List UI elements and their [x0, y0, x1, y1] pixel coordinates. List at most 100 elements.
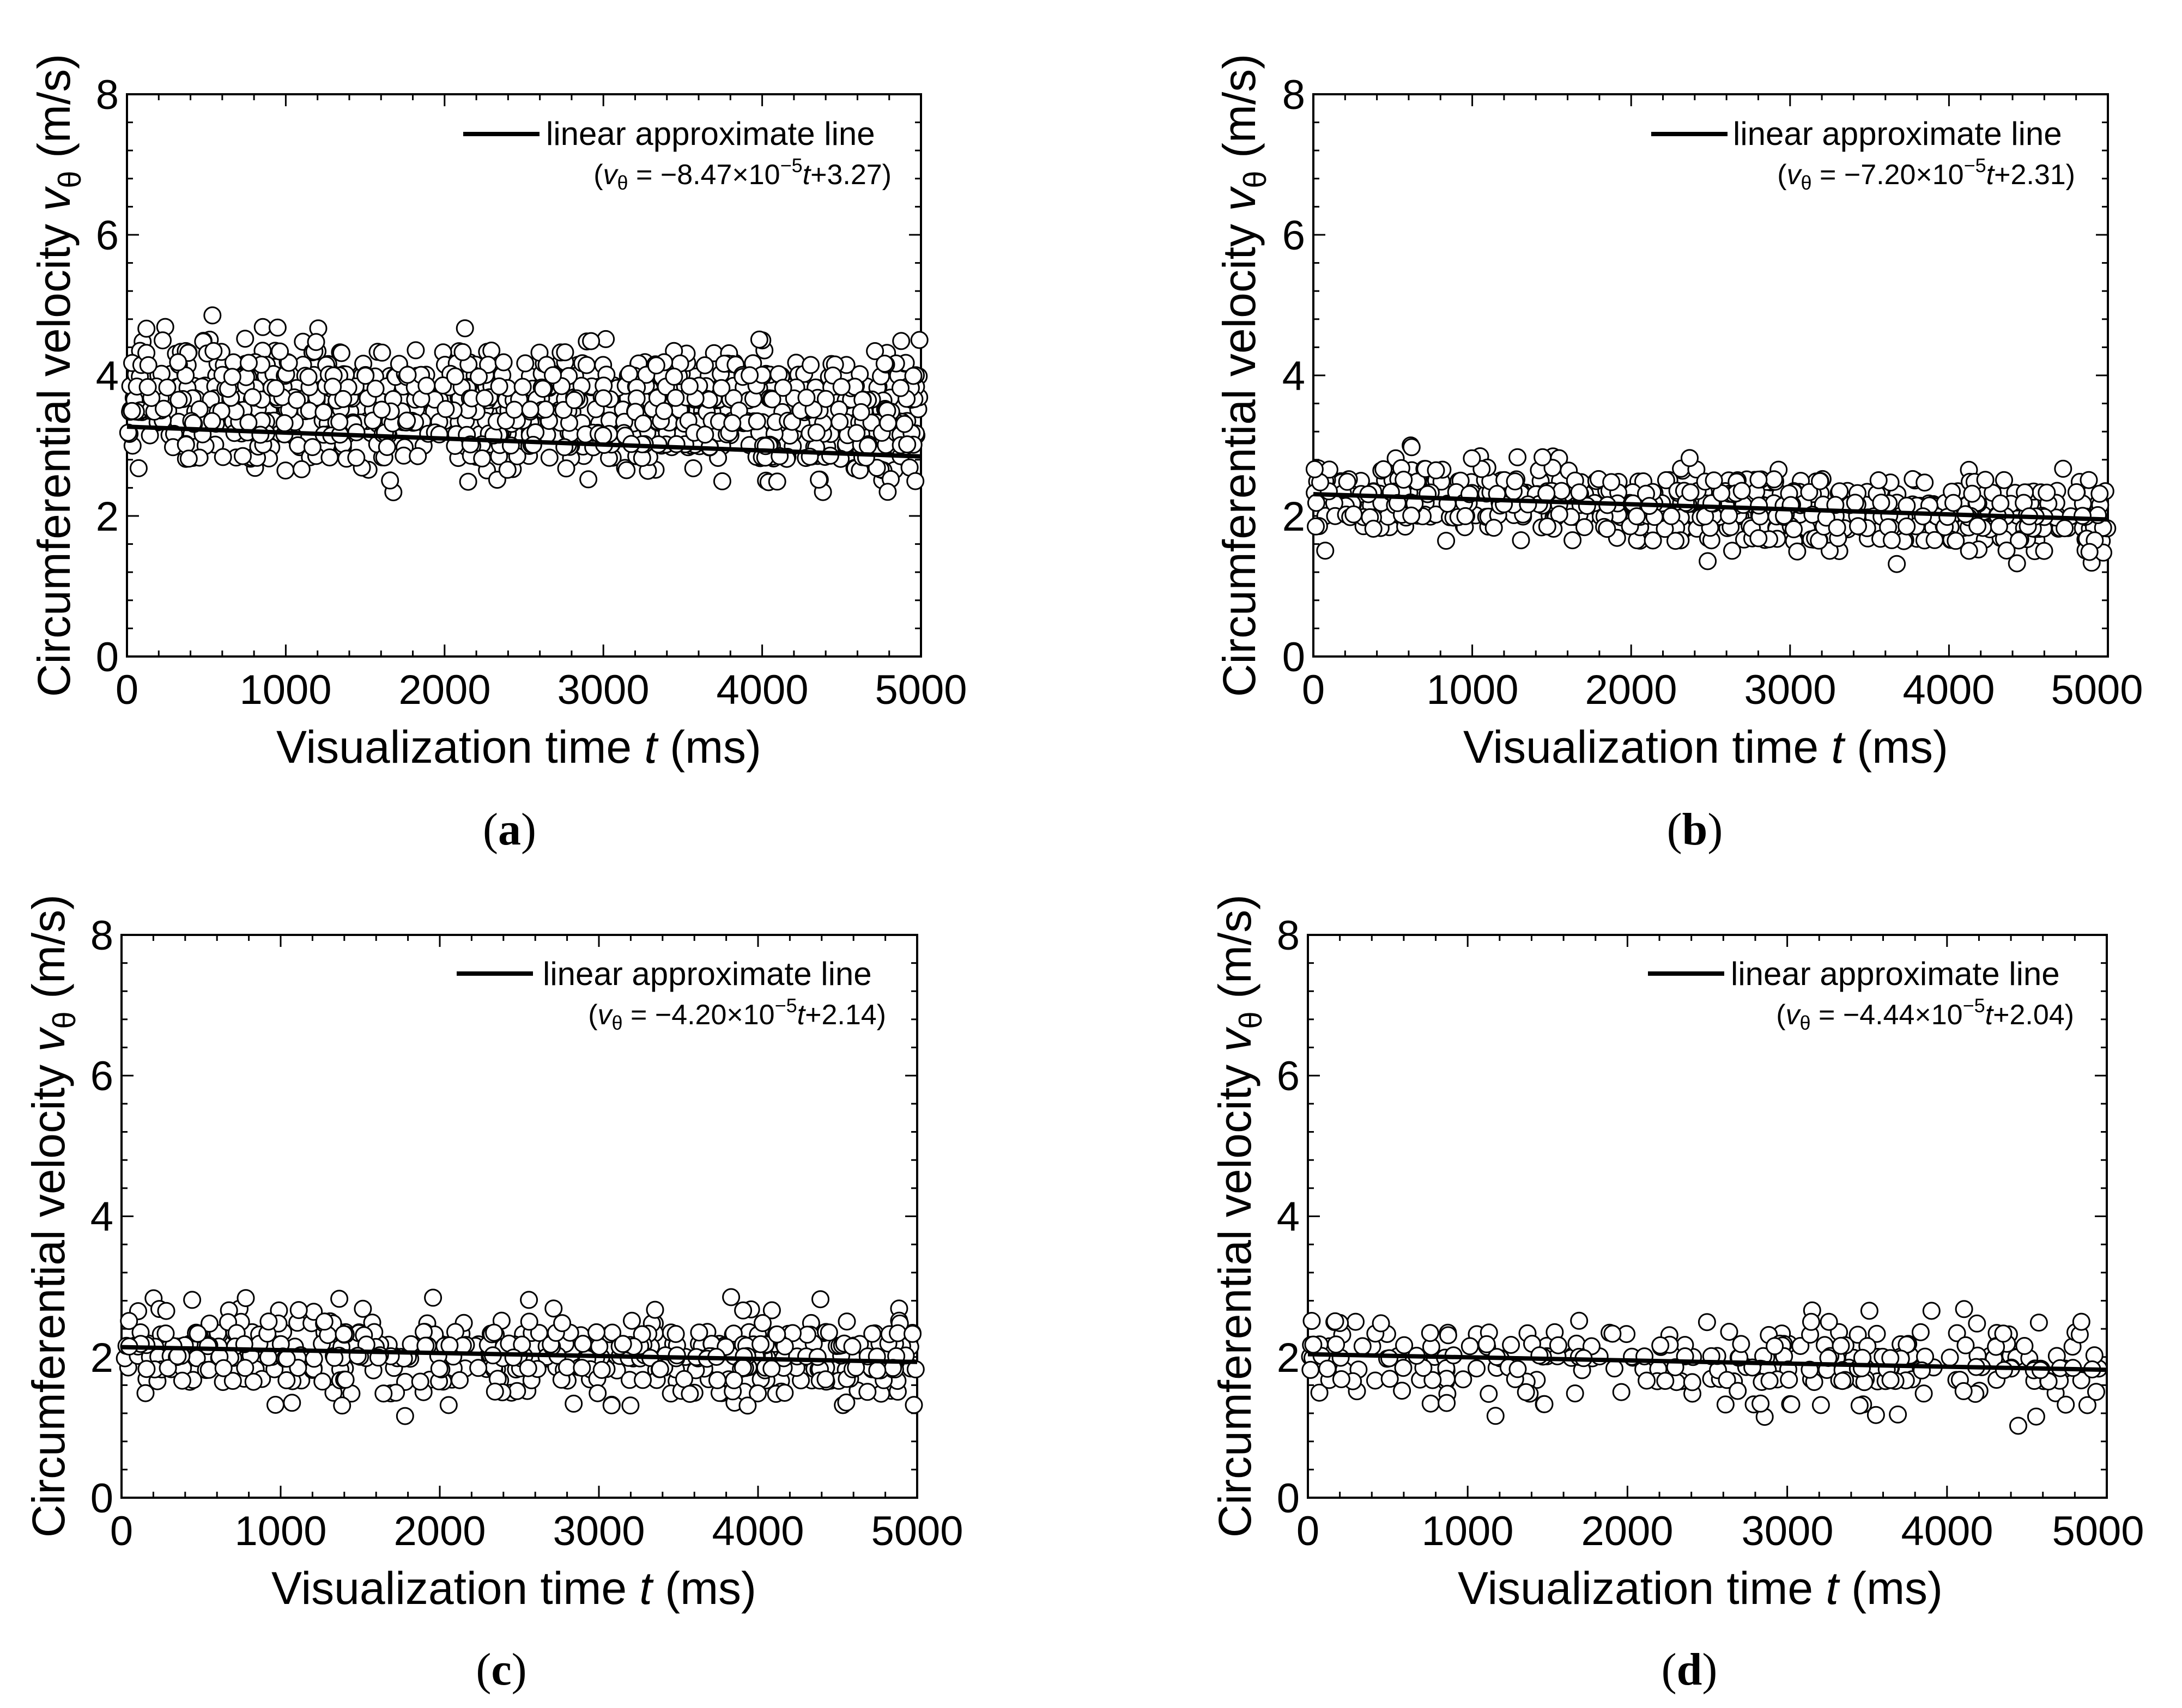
x-tick-label: 4000 [1902, 667, 1995, 713]
data-point [807, 423, 826, 442]
data-point [373, 343, 391, 362]
data-point [655, 402, 674, 420]
data-point [633, 1325, 651, 1344]
data-point [156, 1324, 175, 1343]
legend: linear approximate line (vθ = −8.47×10−5… [463, 116, 892, 194]
data-point [409, 447, 427, 465]
data-point [1402, 506, 1421, 525]
data-point [1327, 1335, 1345, 1354]
data-point [1638, 1371, 1656, 1390]
data-point [520, 1312, 538, 1331]
data-point [634, 414, 652, 433]
data-point [1468, 1359, 1486, 1378]
data-point [1699, 552, 1717, 570]
x-tick-label: 1000 [1426, 667, 1518, 713]
data-point [320, 448, 339, 467]
data-point [236, 330, 254, 348]
data-point [1332, 1370, 1350, 1388]
data-point [1963, 484, 1981, 503]
data-point [1364, 520, 1383, 538]
data-point [1955, 1300, 1973, 1318]
data-point [1318, 1359, 1337, 1378]
data-point [271, 342, 289, 361]
data-point [892, 379, 910, 397]
data-point [1537, 484, 1556, 503]
data-point [1394, 1359, 1413, 1377]
data-point [1750, 496, 1768, 515]
data-point [2072, 1312, 2090, 1331]
data-point [313, 1372, 332, 1391]
data-point [895, 415, 914, 433]
x-tick-label: 3000 [553, 1508, 645, 1554]
data-point [1718, 1371, 1736, 1389]
data-point [123, 402, 141, 420]
data-point [592, 1361, 611, 1379]
y-tick-label: 0 [90, 1475, 113, 1522]
data-point [667, 435, 686, 453]
data-point [203, 412, 221, 430]
data-point [590, 1338, 609, 1356]
data-point [424, 1288, 443, 1307]
data-point [1353, 1337, 1372, 1356]
data-point [283, 1394, 301, 1412]
data-point [1898, 517, 1916, 536]
data-point [1563, 531, 1582, 550]
data-point [451, 1371, 469, 1389]
data-point [1380, 1370, 1399, 1388]
data-point [725, 1371, 743, 1389]
y-tick-label: 2 [1282, 494, 1305, 540]
data-point [1868, 1324, 1886, 1343]
data-point [330, 413, 349, 431]
data-point [1656, 1372, 1675, 1390]
data-point [1850, 1396, 1869, 1415]
data-point [1990, 517, 2008, 536]
fit-line [126, 424, 922, 459]
data-point [475, 389, 494, 408]
data-point [666, 1325, 685, 1343]
data-point [1570, 483, 1589, 502]
data-point [1477, 1335, 1496, 1353]
data-point [1438, 1394, 1456, 1412]
data-point [1508, 1360, 1527, 1378]
data-point [505, 400, 524, 419]
data-point [266, 1396, 284, 1414]
data-point [1395, 471, 1413, 489]
x-tick-label: 0 [116, 667, 138, 713]
data-point [594, 426, 613, 445]
data-point [1705, 471, 1723, 490]
data-point [244, 388, 262, 406]
data-point [904, 367, 923, 385]
data-point [1994, 1324, 2013, 1343]
data-point [1598, 520, 1616, 538]
y-axis-label: Circumferential velocity vθ (m/s) [23, 895, 82, 1537]
data-point [558, 1358, 576, 1377]
data-point [1421, 1324, 1439, 1342]
y-tick-label: 0 [1277, 1475, 1300, 1522]
data-point [875, 355, 894, 373]
data-point [2038, 483, 2056, 502]
data-point [1925, 531, 1944, 549]
x-tick-label: 4000 [712, 1508, 804, 1554]
data-point [1575, 518, 1593, 537]
data-point [521, 400, 540, 419]
data-point [236, 1359, 254, 1377]
fit-line [121, 1345, 918, 1364]
data-point [1720, 1323, 1738, 1341]
y-tick-label: 2 [1277, 1335, 1300, 1381]
legend: linear approximate line (vθ = −4.20×10−5… [457, 956, 886, 1034]
data-point [2057, 1395, 2075, 1414]
data-point [1552, 482, 1571, 500]
data-point [556, 343, 574, 362]
data-point [154, 331, 172, 350]
data-point [1612, 1383, 1631, 1401]
data-point [1423, 1371, 1442, 1389]
data-point [251, 426, 270, 444]
data-point [266, 379, 285, 398]
data-point [1832, 1336, 1850, 1355]
data-point [1881, 1371, 1900, 1389]
data-point [1976, 471, 1995, 489]
data-point [137, 1360, 156, 1378]
data-point [1480, 1384, 1498, 1403]
panel-d: 0 2 4 6 8 0 1000 2000 3000 4000 5000 Vis… [1209, 895, 2144, 1695]
data-point [398, 366, 417, 384]
